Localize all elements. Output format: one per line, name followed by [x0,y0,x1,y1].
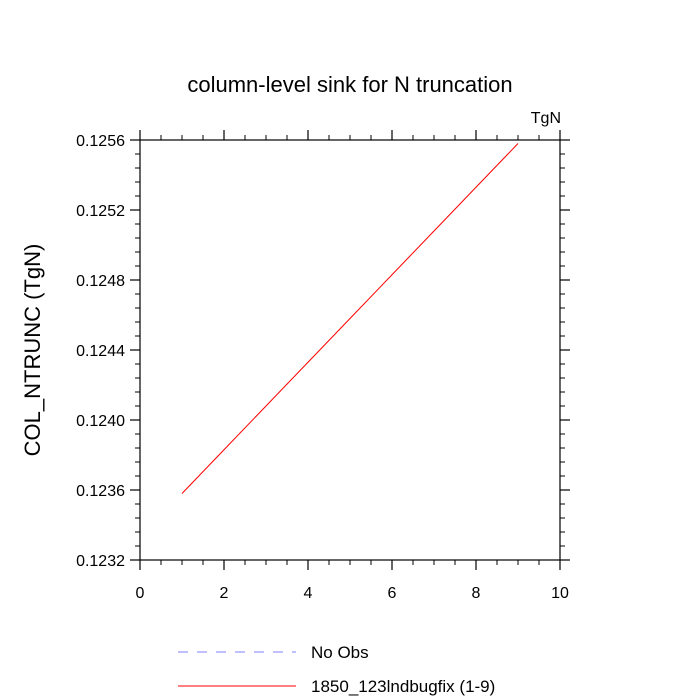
y-tick-label: 0.1252 [76,203,125,220]
units-label: TgN [531,110,561,127]
y-tick-label: 0.1248 [76,273,125,290]
y-axis-ticks: 0.1232 0.1236 0.1240 0.1244 0.1248 0.1252 0.12… [76,133,570,570]
y-axis-label: COL_NTRUNC (TgN) [20,244,45,457]
plot-frame [139,139,561,561]
legend-label: 1850_123lndbugfix (1-9) [311,677,495,696]
y-tick-label: 0.1244 [76,343,125,360]
chart-title: column-level sink for N truncation [187,72,512,97]
x-tick-label: 2 [220,585,229,602]
series-layer [181,143,519,494]
x-tick-label: 4 [304,585,313,602]
x-tick-label: 8 [472,585,481,602]
y-tick-label: 0.1236 [76,483,125,500]
x-tick-label: 10 [551,585,569,602]
x-tick-label: 6 [388,585,397,602]
x-tick-label: 0 [136,585,145,602]
y-tick-label: 0.1240 [76,413,125,430]
legend: No Obs 1850_123lndbugfix (1-9) [178,643,495,696]
legend-label: No Obs [311,643,369,662]
y-tick-label: 0.1232 [76,553,125,570]
x-axis-ticks: 0 2 4 6 8 10 [136,130,569,602]
series-line [181,143,519,494]
y-tick-label: 0.1256 [76,133,125,150]
